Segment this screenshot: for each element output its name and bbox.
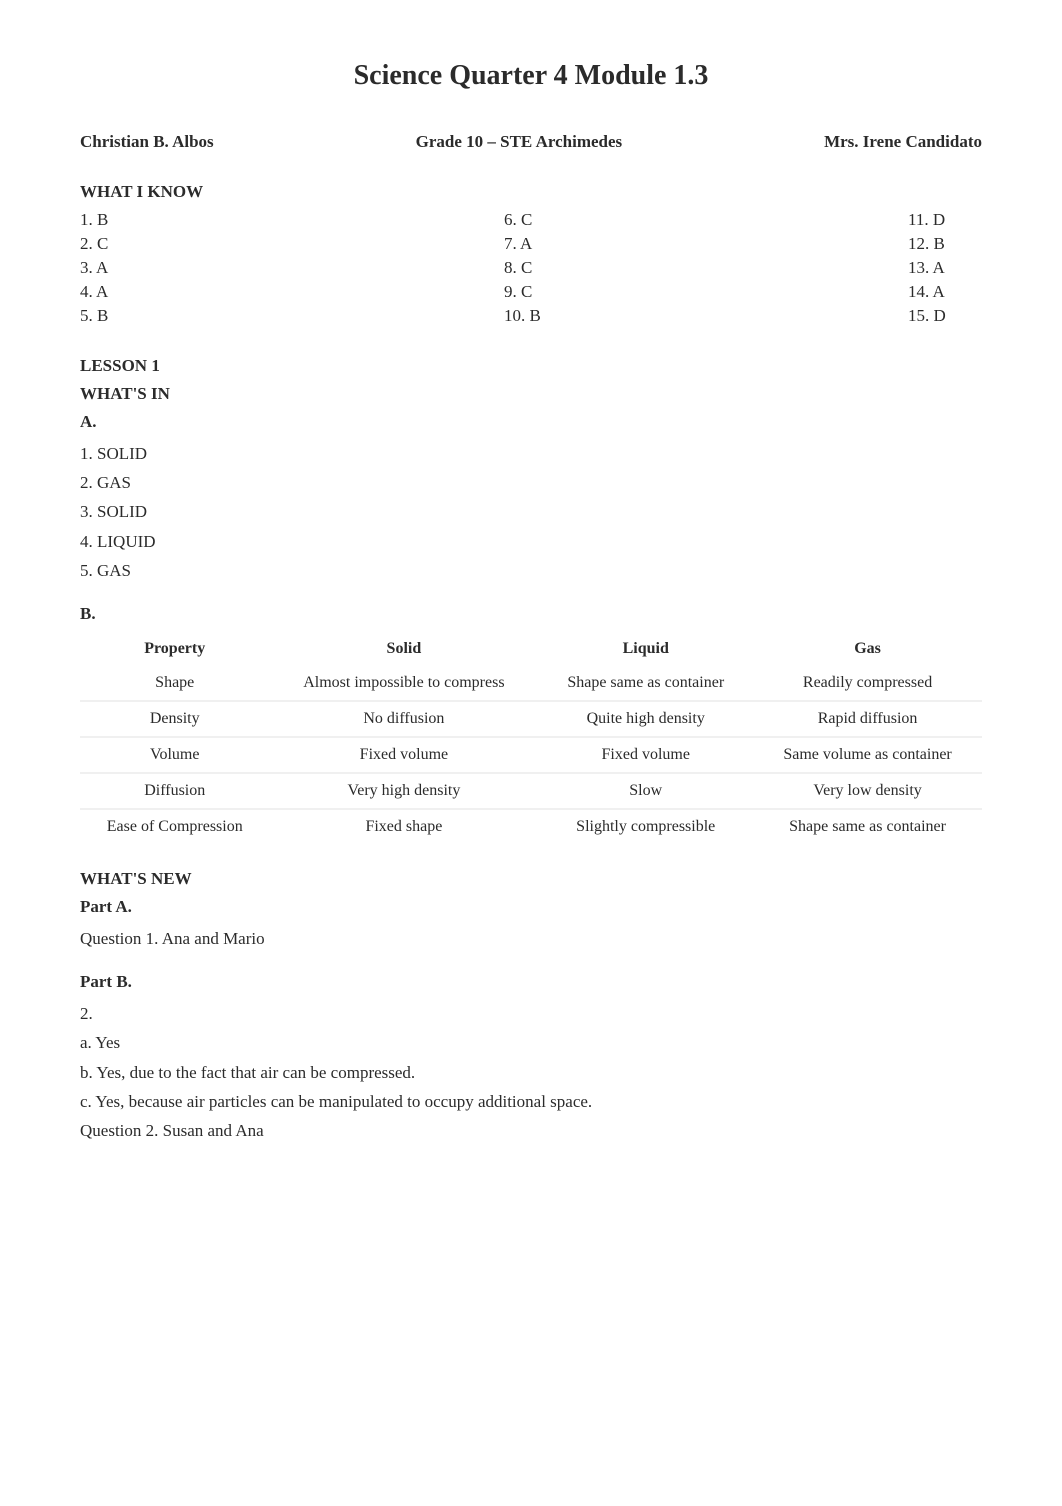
table-cell: Almost impossible to compress: [269, 666, 538, 701]
table-cell: Density: [80, 701, 269, 737]
table-cell: Shape same as container: [538, 666, 753, 701]
table-cell: Slow: [538, 773, 753, 809]
table-header: Solid: [269, 632, 538, 666]
table-row: Density No diffusion Quite high density …: [80, 701, 982, 737]
answers-grid: 1. B 6. C 11. D 2. C 7. A 12. B 3. A 8. …: [80, 210, 982, 326]
properties-table: Property Solid Liquid Gas Shape Almost i…: [80, 632, 982, 844]
answer-item: 15. D: [708, 306, 982, 326]
part-b2-body: 2. a. Yes b. Yes, due to the fact that a…: [80, 1000, 982, 1144]
grade-section: Grade 10 – STE Archimedes: [416, 132, 623, 152]
answer-item: 5. B: [80, 306, 354, 326]
list-item: 1. SOLID: [80, 440, 982, 467]
table-cell: Slightly compressible: [538, 809, 753, 844]
table-cell: Same volume as container: [753, 737, 982, 773]
list-item: 4. LIQUID: [80, 528, 982, 555]
table-row: Diffusion Very high density Slow Very lo…: [80, 773, 982, 809]
list-item: 3. SOLID: [80, 498, 982, 525]
table-header: Property: [80, 632, 269, 666]
table-cell: No diffusion: [269, 701, 538, 737]
part-a-list: 1. SOLID 2. GAS 3. SOLID 4. LIQUID 5. GA…: [80, 440, 982, 584]
table-row: Shape Almost impossible to compress Shap…: [80, 666, 982, 701]
table-header-row: Property Solid Liquid Gas: [80, 632, 982, 666]
page-title: Science Quarter 4 Module 1.3: [80, 60, 982, 92]
table-row: Volume Fixed volume Fixed volume Same vo…: [80, 737, 982, 773]
table-cell: Diffusion: [80, 773, 269, 809]
header-row: Christian B. Albos Grade 10 – STE Archim…: [80, 132, 982, 152]
body-line: Question 1. Ana and Mario: [80, 925, 982, 952]
student-name: Christian B. Albos: [80, 132, 214, 152]
answer-item: 10. B: [394, 306, 668, 326]
table-cell: Volume: [80, 737, 269, 773]
table-cell: Very low density: [753, 773, 982, 809]
part-b-label: B.: [80, 604, 982, 624]
table-header: Liquid: [538, 632, 753, 666]
list-item: 2. GAS: [80, 469, 982, 496]
answer-item: 1. B: [80, 210, 354, 230]
whats-in-label: WHAT'S IN: [80, 384, 982, 404]
body-line: a. Yes: [80, 1029, 982, 1056]
answer-item: 2. C: [80, 234, 354, 254]
body-line: c. Yes, because air particles can be man…: [80, 1088, 982, 1115]
answer-item: 11. D: [708, 210, 982, 230]
answer-item: 4. A: [80, 282, 354, 302]
answer-item: 12. B: [708, 234, 982, 254]
table-cell: Shape: [80, 666, 269, 701]
answer-item: 14. A: [708, 282, 982, 302]
table-cell: Fixed volume: [538, 737, 753, 773]
table-header: Gas: [753, 632, 982, 666]
table-cell: Shape same as container: [753, 809, 982, 844]
answer-item: 3. A: [80, 258, 354, 278]
teacher-name: Mrs. Irene Candidato: [824, 132, 982, 152]
answer-item: 13. A: [708, 258, 982, 278]
table-cell: Fixed volume: [269, 737, 538, 773]
part-b2-label: Part B.: [80, 972, 982, 992]
body-line: b. Yes, due to the fact that air can be …: [80, 1059, 982, 1086]
what-i-know-label: WHAT I KNOW: [80, 182, 982, 202]
table-cell: Very high density: [269, 773, 538, 809]
answer-item: 6. C: [394, 210, 668, 230]
part-a2-body: Question 1. Ana and Mario: [80, 925, 982, 952]
body-line: 2.: [80, 1000, 982, 1027]
part-a-label: A.: [80, 412, 982, 432]
answer-item: 8. C: [394, 258, 668, 278]
table-cell: Ease of Compression: [80, 809, 269, 844]
part-a2-label: Part A.: [80, 897, 982, 917]
table-cell: Readily compressed: [753, 666, 982, 701]
table-cell: Fixed shape: [269, 809, 538, 844]
answer-item: 7. A: [394, 234, 668, 254]
table-cell: Rapid diffusion: [753, 701, 982, 737]
answer-item: 9. C: [394, 282, 668, 302]
table-row: Ease of Compression Fixed shape Slightly…: [80, 809, 982, 844]
list-item: 5. GAS: [80, 557, 982, 584]
lesson1-label: LESSON 1: [80, 356, 982, 376]
whats-new-label: WHAT'S NEW: [80, 869, 982, 889]
body-line: Question 2. Susan and Ana: [80, 1117, 982, 1144]
table-cell: Quite high density: [538, 701, 753, 737]
